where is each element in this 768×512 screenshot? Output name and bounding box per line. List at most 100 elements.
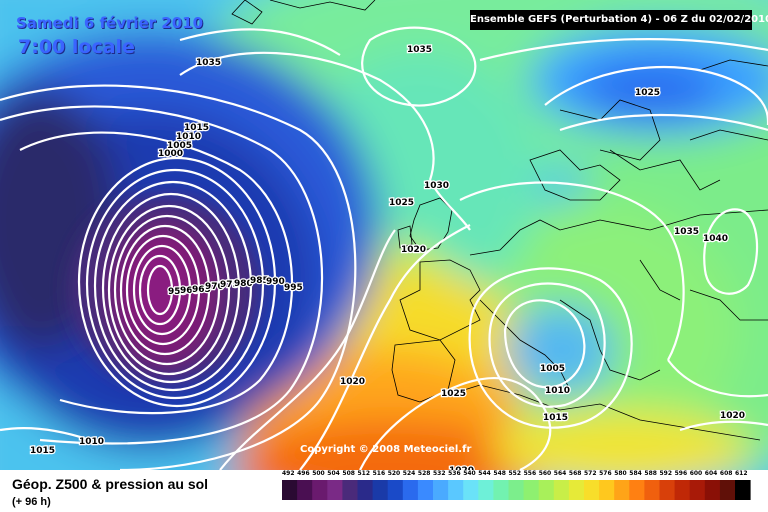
color-scale-label: 524 — [402, 470, 416, 477]
color-scale-swatch — [689, 480, 706, 500]
color-scale-label: 592 — [659, 470, 673, 477]
map-title: Géop. Z500 & pression au sol — [12, 476, 209, 492]
color-scale-swatch — [659, 480, 676, 500]
isobar-label: 970 — [205, 282, 224, 292]
forecast-time: 7:00 locale — [18, 36, 135, 58]
color-scale-swatch — [719, 480, 736, 500]
color-scale-swatch — [342, 480, 358, 500]
color-scale-swatch — [508, 480, 525, 500]
color-scale-swatch — [644, 480, 660, 500]
color-scale-swatch — [297, 480, 313, 500]
color-scale-label: 512 — [357, 470, 371, 477]
isobar-label: 1020 — [449, 466, 474, 470]
color-scale-label: 564 — [553, 470, 567, 477]
color-scale-swatch — [553, 480, 570, 500]
color-scale-label: 536 — [448, 470, 461, 477]
isobar-label: 1035 — [407, 45, 432, 55]
legend-footer: Géop. Z500 & pression au sol (+ 96 h) 49… — [0, 470, 768, 512]
color-scale-label: 604 — [704, 470, 718, 477]
isobar-label: 1005 — [540, 364, 565, 374]
color-scale-label: 580 — [614, 470, 627, 477]
color-scale-label: 548 — [493, 470, 506, 477]
isobar-label: 1025 — [389, 198, 414, 208]
color-scale-swatch — [417, 480, 434, 500]
isobar-label: 1005 — [167, 141, 192, 151]
isobar-label: 1010 — [545, 386, 570, 396]
isobar-labels: 1035 1035 1025 1015 1010 1005 1000 955 9… — [29, 44, 747, 470]
isobar-label: 955 — [168, 287, 187, 297]
isobars — [0, 26, 768, 470]
color-scale-label: 600 — [689, 470, 703, 477]
copyright-text: Copyright © 2008 Meteociel.fr — [300, 444, 472, 455]
forecast-range: (+ 96 h) — [12, 496, 51, 508]
color-scale-swatch — [674, 480, 691, 500]
model-run-banner: Ensemble GEFS (Perturbation 4) - 06 Z du… — [470, 10, 768, 30]
color-scale-swatch — [568, 480, 585, 500]
color-scale-swatch — [448, 480, 464, 500]
color-scale-swatch — [704, 480, 721, 500]
isobar-label: 1040 — [703, 234, 728, 244]
isobar-label: 1035 — [674, 227, 699, 237]
color-scale-swatch — [357, 480, 374, 500]
isobar-label: 1010 — [79, 437, 104, 447]
color-scale-label: 556 — [523, 470, 537, 477]
color-scale-swatch — [735, 480, 751, 500]
color-scale-label: 500 — [312, 470, 325, 477]
color-scale-label: 588 — [644, 470, 657, 477]
color-scale-swatch — [327, 480, 343, 500]
color-scale-swatch — [493, 480, 509, 500]
color-scale — [282, 480, 751, 500]
isobar-label: 1000 — [158, 149, 183, 159]
color-scale-swatch — [478, 480, 494, 500]
coastlines — [231, 0, 768, 441]
color-scale-label: 612 — [735, 470, 748, 477]
color-scale-label: 528 — [417, 470, 431, 477]
color-scale-label: 608 — [719, 470, 733, 477]
isobar-label: 1025 — [635, 88, 660, 98]
isobar-label: 1020 — [340, 377, 365, 387]
color-scale-label: 532 — [433, 470, 446, 477]
isobar-label: 965 — [192, 285, 211, 295]
color-scale-label: 504 — [327, 470, 340, 477]
isobar-label: 960 — [180, 286, 199, 296]
color-scale-swatch — [538, 480, 555, 500]
isobar-label: 1015 — [543, 413, 568, 423]
color-scale-label: 572 — [584, 470, 597, 477]
color-scale-swatch — [372, 480, 389, 500]
color-scale-label: 492 — [282, 470, 295, 477]
color-scale-label: 544 — [478, 470, 491, 477]
color-scale-swatch — [402, 480, 419, 500]
isobar-label: 1020 — [401, 245, 426, 255]
color-scale-label: 576 — [599, 470, 612, 477]
isobar-label: 975 — [220, 280, 239, 290]
color-scale-swatch — [614, 480, 630, 500]
color-scale-swatch — [433, 480, 449, 500]
color-scale-label: 596 — [674, 470, 688, 477]
color-scale-label: 520 — [387, 470, 401, 477]
color-scale-swatch — [282, 480, 298, 500]
color-scale-label: 540 — [463, 470, 476, 477]
weather-map: 1035 1035 1025 1015 1010 1005 1000 955 9… — [0, 0, 768, 470]
isobar-label: 1015 — [184, 123, 209, 133]
color-scale-label: 584 — [629, 470, 642, 477]
forecast-date: Samedi 6 février 2010 — [16, 14, 204, 32]
color-scale-label: 496 — [297, 470, 310, 477]
isobar-label: 1010 — [176, 132, 201, 142]
isobar-label: 995 — [284, 283, 303, 293]
isobar-label: 985 — [250, 276, 269, 286]
isobar-label: 990 — [266, 277, 285, 287]
color-scale-label: 516 — [372, 470, 386, 477]
color-scale-label: 508 — [342, 470, 355, 477]
color-scale-label: 568 — [568, 470, 582, 477]
isobar-label: 980 — [234, 279, 253, 289]
isobar-label: 1020 — [720, 411, 745, 421]
color-scale-swatch — [599, 480, 615, 500]
color-scale-label: 560 — [538, 470, 552, 477]
isobar-label: 1030 — [424, 181, 449, 191]
color-scale-swatch — [629, 480, 645, 500]
isobar-label: 1025 — [441, 389, 466, 399]
color-scale-swatch — [463, 480, 479, 500]
isobar-label: 1015 — [30, 446, 55, 456]
color-scale-swatch — [312, 480, 328, 500]
color-scale-swatch — [523, 480, 540, 500]
